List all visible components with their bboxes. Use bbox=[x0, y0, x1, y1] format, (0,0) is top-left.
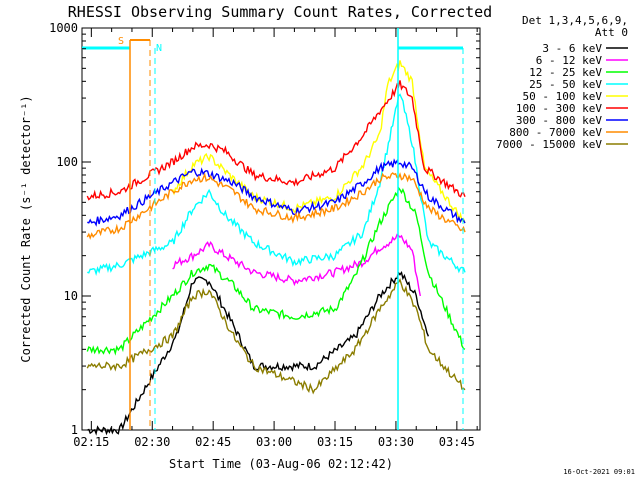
legend-entry-label: 50 - 100 keV bbox=[523, 90, 603, 103]
legend-entry-label: 12 - 25 keV bbox=[529, 66, 602, 79]
series-line bbox=[172, 233, 421, 297]
chart-title: RHESSI Observing Summary Count Rates, Co… bbox=[68, 3, 492, 21]
series-layer bbox=[86, 60, 466, 436]
y-tick-label: 10 bbox=[64, 289, 78, 303]
legend-entry-label: 300 - 800 keV bbox=[516, 114, 602, 127]
x-tick-label: 03:30 bbox=[378, 435, 414, 449]
flag-label-s: S bbox=[118, 36, 124, 47]
series-line bbox=[86, 278, 466, 395]
x-tick-label: 03:15 bbox=[317, 435, 353, 449]
legend-entry-label: 100 - 300 keV bbox=[516, 102, 602, 115]
legend-header: Att 0 bbox=[595, 26, 628, 39]
series-line bbox=[87, 270, 430, 436]
x-tick-label: 02:30 bbox=[134, 435, 170, 449]
series-line bbox=[86, 80, 466, 201]
legend-entry-label: 3 - 6 keV bbox=[542, 42, 602, 55]
x-tick-label: 03:45 bbox=[439, 435, 475, 449]
series-line bbox=[171, 60, 466, 224]
legend-header: Det 1,3,4,5,6,9, bbox=[522, 14, 628, 27]
x-axis: 02:15 02:30 02:45 03:00 03:15 03:30 03:45 bbox=[73, 28, 478, 449]
y-tick-label: 1 bbox=[71, 423, 78, 437]
timestamp: 16-Oct-2021 09:01 bbox=[563, 468, 635, 476]
y-tick-label: 100 bbox=[56, 155, 78, 169]
x-tick-label: 02:15 bbox=[73, 435, 109, 449]
y-axis: 1 10 100 1000 bbox=[49, 21, 480, 437]
legend-entry-label: 6 - 12 keV bbox=[536, 54, 603, 67]
plot-frame bbox=[81, 27, 481, 431]
x-axis-label: Start Time (03-Aug-06 02:12:42) bbox=[169, 457, 393, 471]
flag-label-n: N bbox=[156, 43, 162, 54]
y-tick-label: 1000 bbox=[49, 21, 78, 35]
legend-entry-label: 25 - 50 keV bbox=[529, 78, 602, 91]
series-line bbox=[86, 186, 466, 356]
y-axis-label: Corrected Count Rate (s⁻¹ detector⁻¹) bbox=[19, 95, 33, 362]
x-tick-label: 02:45 bbox=[195, 435, 231, 449]
series-line bbox=[87, 158, 466, 227]
x-tick-label: 03:00 bbox=[256, 435, 292, 449]
legend-entry-label: 7000 - 15000 keV bbox=[496, 138, 602, 151]
markers-layer: SN bbox=[82, 28, 464, 430]
series-line bbox=[86, 172, 466, 240]
legend-entry-label: 800 - 7000 keV bbox=[509, 126, 602, 139]
